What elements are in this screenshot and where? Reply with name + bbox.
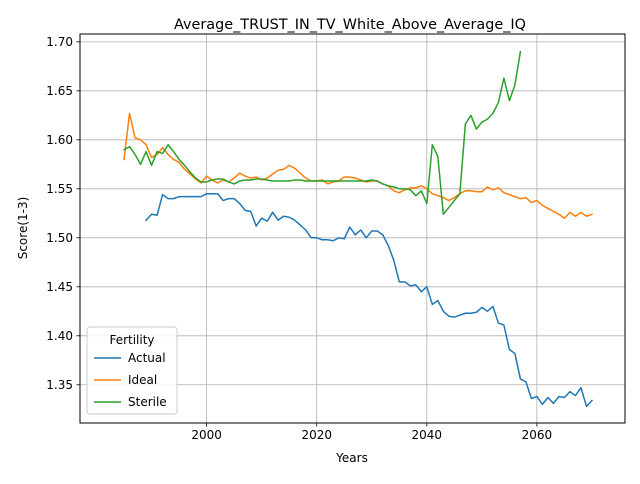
legend-label-sterile: Sterile bbox=[128, 395, 167, 409]
legend: Fertility Actual Ideal Sterile bbox=[86, 326, 178, 415]
y-tick-label: 1.35 bbox=[46, 378, 73, 392]
y-tick-label: 1.40 bbox=[46, 329, 73, 343]
legend-box bbox=[86, 326, 178, 415]
y-tick-label: 1.45 bbox=[46, 280, 73, 294]
x-tick-label: 2060 bbox=[522, 428, 553, 442]
x-axis-label: Years bbox=[335, 451, 368, 465]
legend-label-actual: Actual bbox=[128, 351, 166, 365]
plot-frame bbox=[79, 33, 626, 424]
x-tick-label: 2020 bbox=[301, 428, 332, 442]
x-tick-label: 2000 bbox=[191, 428, 222, 442]
y-tick-label: 1.65 bbox=[46, 84, 73, 98]
chart-title: Average_TRUST_IN_TV_White_Above_Average_… bbox=[174, 17, 526, 33]
x-tick-label: 2040 bbox=[412, 428, 443, 442]
legend-label-ideal: Ideal bbox=[128, 373, 157, 387]
legend-title: Fertility bbox=[109, 333, 154, 347]
series-line-actual bbox=[144, 192, 594, 408]
y-tick-label: 1.55 bbox=[46, 182, 73, 196]
y-tick-label: 1.70 bbox=[46, 35, 73, 49]
y-axis-label: Score(1-3) bbox=[16, 197, 30, 260]
y-tick-label: 1.50 bbox=[46, 231, 73, 245]
y-tick-label: 1.60 bbox=[46, 133, 73, 147]
series-line-sterile bbox=[123, 50, 522, 216]
